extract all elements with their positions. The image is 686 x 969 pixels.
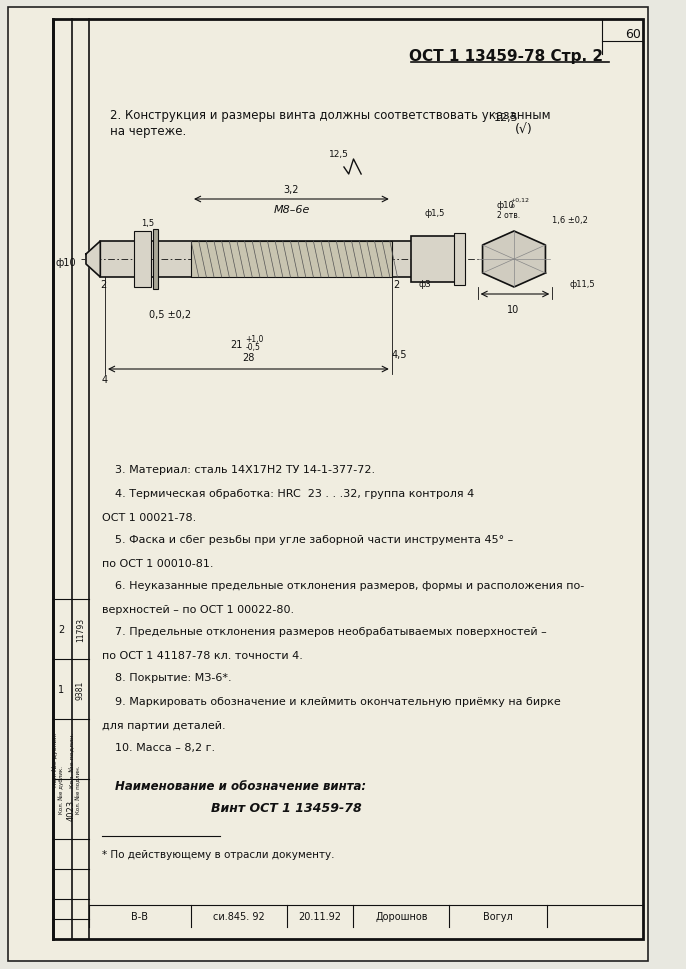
Text: 8. Покрытие: МЗ-6*.: 8. Покрытие: МЗ-6*. [115,672,231,682]
Text: 4: 4 [102,375,108,385]
Text: 60: 60 [626,28,641,42]
Text: 2 отв.: 2 отв. [497,210,520,219]
Text: Дорошнов: Дорошнов [375,911,427,922]
Text: ОСТ 1 00021-78.: ОСТ 1 00021-78. [102,513,196,522]
Text: 3. Материал: сталь 14Х17Н2 ТУ 14-1-377-72.: 3. Материал: сталь 14Х17Н2 ТУ 14-1-377-7… [115,464,375,475]
Text: 4. Термическая обработка: HRC  23 . . .32, группа контроля 4: 4. Термическая обработка: HRC 23 . . .32… [115,488,474,498]
Text: 1: 1 [58,684,64,694]
Text: Наименование и обозначение винта:: Наименование и обозначение винта: [115,780,366,793]
Bar [153,230,158,290]
Text: 1,6 ±0,2: 1,6 ±0,2 [552,215,589,224]
Polygon shape [482,232,545,288]
Text: для партии деталей.: для партии деталей. [102,720,226,731]
Text: Кол. №е дублик.: Кол. №е дублик. [58,766,64,813]
Text: Кол. №е дублик.: Кол. №е дублик. [53,732,58,787]
Text: Кол. №е подлин.: Кол. №е подлин. [70,732,75,787]
Text: Кол. №е подлин.: Кол. №е подлин. [75,765,81,813]
Text: 0: 0 [510,204,514,209]
Text: 10. Масса – 8,2 г.: 10. Масса – 8,2 г. [115,742,215,752]
Text: 4,5: 4,5 [392,350,407,359]
Text: 12,5: 12,5 [494,112,519,123]
Text: 21: 21 [230,340,242,350]
Text: 5. Фаска и сбег резьбы при угле заборной части инструмента 45° –: 5. Фаска и сбег резьбы при угле заборной… [115,535,513,545]
Text: 9. Маркировать обозначение и клеймить окончательную приёмку на бирке: 9. Маркировать обозначение и клеймить ок… [115,697,560,706]
Text: М8–6е: М8–6е [273,204,309,215]
Text: по ОСТ 1 41187-78 кл. точности 4.: по ОСТ 1 41187-78 кл. точности 4. [102,650,303,660]
Text: 2: 2 [58,624,64,635]
Text: 0,5 ±0,2: 0,5 ±0,2 [149,310,191,320]
Text: Винт ОСТ 1 13459-78: Винт ОСТ 1 13459-78 [211,801,362,815]
Text: ф11,5: ф11,5 [570,280,595,289]
Bar [134,232,151,288]
Bar [191,241,392,278]
Bar [411,236,458,283]
Text: +1,0: +1,0 [246,335,264,344]
Bar [454,234,465,286]
Text: 11793: 11793 [75,617,85,641]
Text: 1,5: 1,5 [141,219,154,228]
Text: фЗ: фЗ [419,280,431,289]
Polygon shape [86,241,100,278]
Text: (√): (√) [514,123,532,137]
Text: 12,5: 12,5 [329,150,349,159]
Text: 28: 28 [242,353,255,362]
Text: Вогул: Вогул [483,911,512,922]
Text: 3,2: 3,2 [283,185,299,195]
Text: 2: 2 [100,280,106,290]
Text: 2: 2 [393,280,400,290]
Text: 2. Конструкция и размеры винта должны соответствовать указанным: 2. Конструкция и размеры винта должны со… [110,109,550,121]
Text: 20.11.92: 20.11.92 [298,911,342,922]
Text: ф10: ф10 [56,258,76,267]
Text: на чертеже.: на чертеже. [110,125,186,139]
Text: -0,5: -0,5 [246,343,261,352]
Text: * По действующему в отрасли документу.: * По действующему в отрасли документу. [102,849,335,860]
Text: 4023: 4023 [67,798,75,820]
Text: 10: 10 [507,304,519,315]
Text: В-В: В-В [131,911,148,922]
Text: по ОСТ 1 00010-81.: по ОСТ 1 00010-81. [102,558,214,569]
Text: ф10: ф10 [497,201,514,209]
Text: +0,12: +0,12 [510,198,529,203]
Bar [100,241,458,278]
Text: 7. Предельные отклонения размеров необрабатываемых поверхностей –: 7. Предельные отклонения размеров необра… [115,626,546,637]
Text: 6. Неуказанные предельные отклонения размеров, формы и расположения по-: 6. Неуказанные предельные отклонения раз… [115,580,584,590]
Text: 9381: 9381 [75,679,85,699]
Text: ОСТ 1 13459-78 Стр. 2: ОСТ 1 13459-78 Стр. 2 [410,49,604,64]
Text: ф1,5: ф1,5 [425,208,445,218]
Text: си.845. 92: си.845. 92 [213,911,265,922]
Text: верхностей – по ОСТ 1 00022-80.: верхностей – по ОСТ 1 00022-80. [102,605,294,614]
